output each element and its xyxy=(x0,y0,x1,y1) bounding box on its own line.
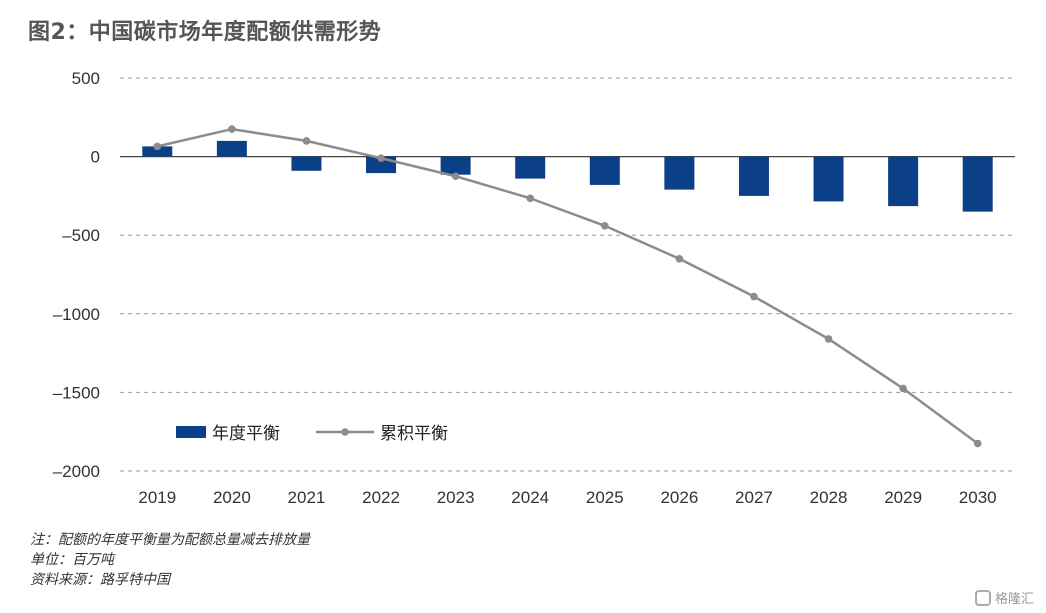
x-tick-label: 2029 xyxy=(884,488,922,507)
line-point xyxy=(899,384,907,393)
line-point xyxy=(600,221,609,230)
x-tick-label: 2020 xyxy=(213,488,251,507)
chart-canvas: 500 0 –500 –1000 –1500 –2000 2019 2020 2021 2022… xyxy=(53,69,1015,507)
grid-lines xyxy=(120,77,1015,472)
line-point xyxy=(153,142,162,151)
line-point xyxy=(377,154,385,162)
legend-bar-swatch xyxy=(176,426,206,438)
watermark-logo-icon xyxy=(974,589,991,606)
line-point xyxy=(750,292,758,301)
bar xyxy=(440,156,471,175)
chart-title: 图2：中国碳市场年度配额供需形势 xyxy=(28,20,382,45)
cumulative-line xyxy=(157,127,979,445)
line-point xyxy=(526,194,535,203)
bar xyxy=(888,156,919,207)
x-tick-label: 2026 xyxy=(660,488,698,507)
legend-line-label: 累积平衡 xyxy=(380,424,448,444)
bar xyxy=(515,156,546,179)
x-tick-label: 2019 xyxy=(138,488,176,507)
bar xyxy=(664,156,695,190)
legend: 年度平衡 累积平衡 xyxy=(176,424,448,444)
bar-series xyxy=(142,140,993,212)
line-point xyxy=(302,137,311,145)
bar xyxy=(291,156,322,171)
bar xyxy=(589,156,620,185)
unit-text: 单位：百万吨 xyxy=(30,552,114,568)
bar xyxy=(962,156,993,212)
x-tick-label: 2030 xyxy=(959,488,997,507)
bar xyxy=(216,140,247,157)
line-point xyxy=(451,172,460,181)
line-point xyxy=(228,125,236,133)
line-point xyxy=(824,335,833,343)
legend-bar-label: 年度平衡 xyxy=(212,424,280,444)
y-tick-label: –1500 xyxy=(53,383,100,402)
y-tick-label: –1000 xyxy=(53,305,100,324)
chart-notes: 注：配额的年度平衡量为配额总量减去排放量 单位：百万吨 资料来源：路孚特中国 xyxy=(30,530,310,590)
x-tick-label: 2025 xyxy=(586,488,624,507)
y-tick-label: 500 xyxy=(72,69,100,88)
x-tick-label: 2028 xyxy=(810,488,848,507)
legend-line-marker xyxy=(341,428,349,436)
x-tick-label: 2023 xyxy=(437,488,475,507)
bar xyxy=(142,146,173,157)
y-tick-label: –2000 xyxy=(53,462,100,481)
note-text: 注：配额的年度平衡量为配额总量减去排放量 xyxy=(30,532,310,548)
watermark: 格隆汇 xyxy=(974,588,1034,607)
y-tick-label: –500 xyxy=(62,226,100,245)
watermark-text: 格隆汇 xyxy=(994,592,1034,607)
line-point xyxy=(973,439,982,448)
bar xyxy=(813,156,844,202)
line-series xyxy=(153,125,982,448)
line-point xyxy=(675,254,684,263)
x-tick-label: 2027 xyxy=(735,488,773,507)
y-axis-ticks: 500 0 –500 –1000 –1500 –2000 xyxy=(53,69,100,481)
source-text: 资料来源：路孚特中国 xyxy=(30,572,170,588)
bar xyxy=(738,156,769,196)
x-tick-label: 2021 xyxy=(288,488,326,507)
x-tick-label: 2024 xyxy=(511,488,549,507)
x-tick-label: 2022 xyxy=(362,488,400,507)
x-axis-ticks: 2019 2020 2021 2022 2023 2024 2025 2026 2027 2028… xyxy=(138,488,996,507)
y-tick-label: 0 xyxy=(91,148,100,167)
